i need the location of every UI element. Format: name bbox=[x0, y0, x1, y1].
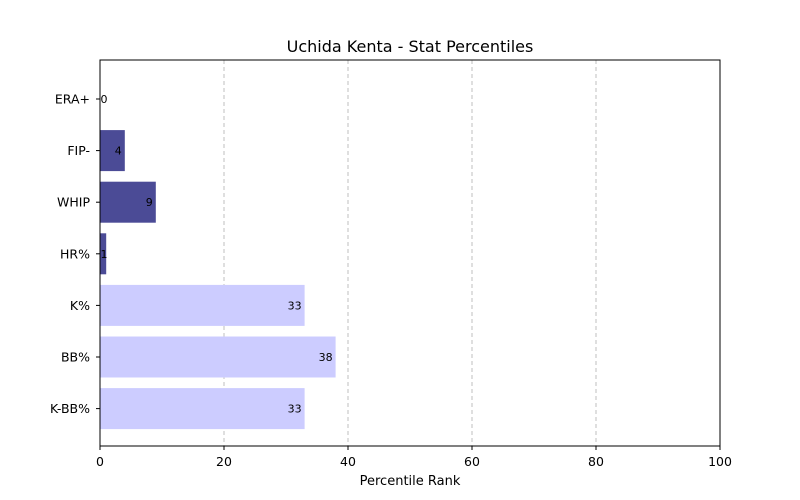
bar-bb- bbox=[100, 336, 336, 378]
bar-fip- bbox=[100, 130, 125, 172]
x-tick-label: 40 bbox=[340, 454, 356, 469]
y-tick-label: K% bbox=[70, 298, 90, 313]
y-tick-label: FIP- bbox=[67, 143, 90, 158]
bars: 0 4 9 1 33 38 33 bbox=[100, 93, 336, 430]
bar-k-bb- bbox=[100, 388, 305, 430]
data-label: 9 bbox=[146, 196, 153, 209]
y-tick-label: ERA+ bbox=[55, 92, 90, 107]
x-tick-label: 100 bbox=[708, 454, 732, 469]
y-tick-label: WHIP bbox=[57, 195, 90, 210]
data-label: 33 bbox=[288, 299, 302, 312]
bar-whip bbox=[100, 181, 156, 223]
x-tick-label: 0 bbox=[96, 454, 104, 469]
data-label: 4 bbox=[115, 145, 122, 158]
bar-hr- bbox=[100, 233, 107, 275]
data-label: 1 bbox=[101, 248, 108, 261]
x-tick-label: 80 bbox=[588, 454, 604, 469]
data-label: 38 bbox=[319, 351, 333, 364]
x-tick-label: 60 bbox=[464, 454, 480, 469]
plot-frame bbox=[99, 59, 721, 447]
data-label: 33 bbox=[288, 403, 302, 416]
chart-title: Uchida Kenta - Stat Percentiles bbox=[287, 37, 534, 56]
x-axis-label: Percentile Rank bbox=[360, 474, 461, 489]
data-label: 0 bbox=[101, 93, 108, 106]
bar-k- bbox=[100, 284, 305, 326]
gridlines bbox=[223, 60, 597, 446]
y-tick-label: BB% bbox=[61, 350, 90, 365]
y-tick-label: HR% bbox=[60, 246, 90, 261]
y-tick-label: K-BB% bbox=[50, 401, 90, 416]
x-tick-label: 20 bbox=[216, 454, 232, 469]
